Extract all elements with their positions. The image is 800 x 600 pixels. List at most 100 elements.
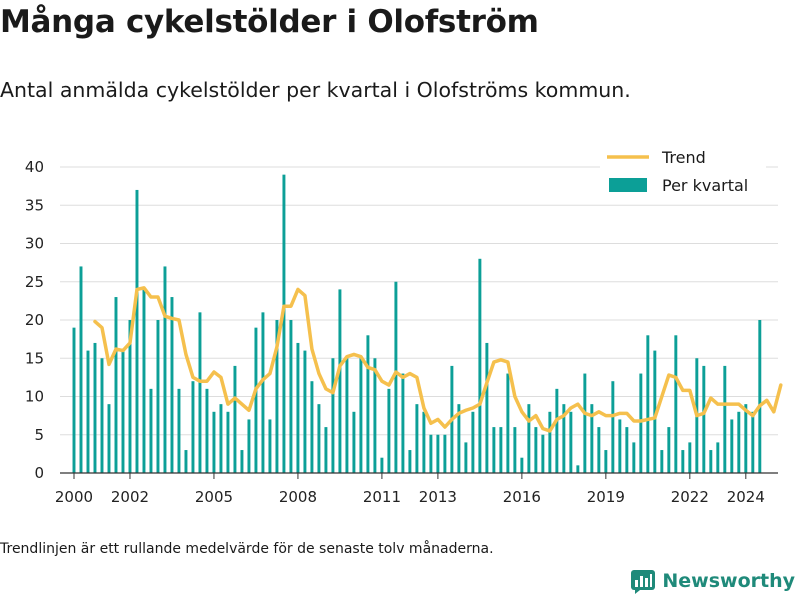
bar bbox=[716, 442, 720, 473]
trend-line bbox=[93, 286, 783, 433]
bar bbox=[240, 450, 244, 473]
bar bbox=[198, 312, 202, 473]
bar bbox=[163, 266, 167, 473]
bar bbox=[366, 335, 370, 473]
bar bbox=[373, 358, 377, 473]
bar bbox=[310, 381, 314, 473]
bar bbox=[744, 404, 748, 473]
y-tick-label: 30 bbox=[25, 235, 44, 253]
bar bbox=[345, 358, 349, 473]
brand-name: Newsworthy bbox=[662, 570, 795, 592]
bar bbox=[527, 404, 531, 473]
bar bbox=[702, 365, 706, 473]
bar bbox=[422, 411, 426, 473]
bar bbox=[660, 450, 664, 473]
bar bbox=[275, 320, 279, 473]
bar bbox=[268, 419, 272, 473]
bar bbox=[492, 427, 496, 473]
bar bbox=[331, 358, 335, 473]
bar bbox=[149, 388, 153, 473]
bar bbox=[233, 365, 237, 473]
y-tick-label: 10 bbox=[25, 388, 44, 406]
bar bbox=[569, 411, 573, 473]
bar bbox=[408, 450, 412, 473]
bar bbox=[226, 411, 230, 473]
bar bbox=[646, 335, 650, 473]
bar bbox=[359, 358, 363, 473]
bar bbox=[254, 327, 258, 473]
x-tick-label: 2016 bbox=[503, 488, 541, 506]
bar bbox=[93, 342, 97, 473]
bar bbox=[415, 404, 419, 473]
bar bbox=[429, 434, 433, 473]
bar bbox=[464, 442, 468, 473]
bar bbox=[590, 404, 594, 473]
bar bbox=[247, 419, 251, 473]
bar bbox=[597, 427, 601, 473]
bar bbox=[184, 450, 188, 473]
x-tick-label: 2011 bbox=[363, 488, 401, 506]
bar bbox=[457, 404, 461, 473]
bar bbox=[653, 350, 657, 473]
bar bbox=[737, 411, 741, 473]
bar bbox=[555, 388, 559, 473]
footnote: Trendlinjen är ett rullande medelvärde f… bbox=[0, 541, 494, 557]
bar bbox=[548, 411, 552, 473]
page-title: Många cykelstölder i Olofström bbox=[0, 4, 539, 40]
x-tick-label: 2002 bbox=[111, 488, 149, 506]
bar bbox=[107, 404, 111, 473]
bar bbox=[317, 404, 321, 473]
page-subtitle: Antal anmälda cykelstölder per kvartal i… bbox=[0, 78, 631, 102]
bar bbox=[100, 358, 104, 473]
bar bbox=[128, 320, 132, 473]
bar bbox=[499, 427, 503, 473]
x-tick-label: 2000 bbox=[55, 488, 93, 506]
bar bbox=[401, 373, 405, 473]
bar bbox=[639, 373, 643, 473]
bar bbox=[142, 289, 146, 473]
bar bbox=[436, 434, 440, 473]
legend-swatch-bar bbox=[609, 178, 647, 192]
bar bbox=[471, 411, 475, 473]
bar bbox=[632, 442, 636, 473]
bar bbox=[170, 297, 174, 473]
bar bbox=[709, 450, 713, 473]
bar bbox=[394, 281, 398, 473]
bar bbox=[79, 266, 83, 473]
x-tick-label: 2013 bbox=[419, 488, 457, 506]
bar bbox=[604, 450, 608, 473]
y-tick-label: 35 bbox=[25, 196, 44, 214]
brand-logo[interactable]: Newsworthy bbox=[630, 568, 795, 594]
bar bbox=[485, 342, 489, 473]
bar bbox=[72, 327, 76, 473]
bar bbox=[86, 350, 90, 473]
bar bbox=[156, 320, 160, 473]
bar bbox=[219, 404, 223, 473]
bar bbox=[667, 427, 671, 473]
bar bbox=[205, 388, 209, 473]
bar bbox=[674, 335, 678, 473]
bar bbox=[583, 373, 587, 473]
y-tick-label: 40 bbox=[25, 158, 44, 176]
bar bbox=[688, 442, 692, 473]
bar bbox=[618, 419, 622, 473]
bar bbox=[338, 289, 342, 473]
newsworthy-logo-icon bbox=[631, 570, 656, 594]
x-tick-label: 2022 bbox=[671, 488, 709, 506]
bar bbox=[114, 297, 118, 473]
bar bbox=[177, 388, 181, 473]
bar bbox=[261, 312, 265, 473]
bar bbox=[576, 465, 580, 473]
bar bbox=[443, 434, 447, 473]
bar bbox=[387, 388, 391, 473]
bar bbox=[730, 419, 734, 473]
bar bbox=[751, 411, 755, 473]
bar bbox=[723, 365, 727, 473]
y-tick-label: 5 bbox=[34, 426, 44, 444]
bar bbox=[352, 411, 356, 473]
legend-label-trend: Trend bbox=[661, 148, 706, 167]
bar bbox=[478, 258, 482, 473]
bar bbox=[520, 457, 524, 473]
bar bbox=[611, 381, 615, 473]
x-tick-label: 2005 bbox=[195, 488, 233, 506]
